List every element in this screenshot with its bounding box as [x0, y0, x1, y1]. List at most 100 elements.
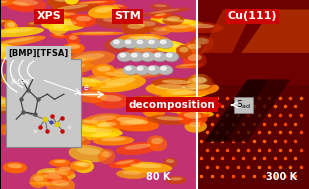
Ellipse shape	[121, 53, 142, 58]
Bar	[197, 0, 309, 85]
Circle shape	[120, 53, 125, 57]
Ellipse shape	[98, 149, 115, 164]
Ellipse shape	[37, 168, 76, 181]
Circle shape	[155, 53, 160, 57]
Ellipse shape	[4, 20, 18, 34]
Ellipse shape	[0, 58, 50, 63]
Ellipse shape	[95, 15, 133, 29]
Ellipse shape	[107, 68, 142, 77]
Ellipse shape	[83, 120, 98, 123]
Circle shape	[161, 67, 166, 70]
Ellipse shape	[0, 36, 46, 47]
Circle shape	[159, 67, 173, 75]
Ellipse shape	[162, 15, 184, 25]
Ellipse shape	[69, 0, 117, 6]
Polygon shape	[241, 9, 309, 53]
Circle shape	[143, 53, 149, 57]
Ellipse shape	[171, 91, 199, 95]
Ellipse shape	[63, 13, 75, 15]
Ellipse shape	[72, 32, 124, 36]
Ellipse shape	[60, 124, 88, 128]
Circle shape	[142, 53, 155, 62]
Ellipse shape	[120, 119, 144, 125]
Circle shape	[141, 53, 154, 61]
Ellipse shape	[85, 132, 118, 140]
Circle shape	[149, 67, 154, 70]
Ellipse shape	[97, 70, 137, 81]
Ellipse shape	[6, 0, 35, 11]
Ellipse shape	[118, 34, 170, 45]
Ellipse shape	[1, 70, 36, 87]
Ellipse shape	[97, 122, 112, 127]
Ellipse shape	[151, 12, 170, 19]
Ellipse shape	[30, 173, 48, 188]
Ellipse shape	[190, 35, 214, 52]
Ellipse shape	[103, 17, 126, 22]
Ellipse shape	[46, 177, 75, 189]
Circle shape	[125, 67, 138, 75]
Ellipse shape	[166, 159, 174, 163]
Ellipse shape	[147, 108, 156, 112]
Ellipse shape	[81, 128, 112, 133]
Ellipse shape	[192, 76, 206, 83]
Ellipse shape	[115, 160, 134, 164]
Ellipse shape	[74, 160, 94, 173]
Ellipse shape	[132, 19, 162, 33]
Text: [BMP][TFSA]: [BMP][TFSA]	[8, 48, 68, 57]
Ellipse shape	[184, 120, 207, 133]
Ellipse shape	[97, 66, 111, 72]
Ellipse shape	[130, 95, 163, 104]
Ellipse shape	[63, 51, 115, 68]
Ellipse shape	[91, 120, 123, 132]
Ellipse shape	[180, 22, 223, 33]
Ellipse shape	[54, 34, 64, 36]
Circle shape	[153, 53, 166, 61]
Ellipse shape	[0, 27, 44, 37]
Ellipse shape	[15, 74, 52, 91]
Ellipse shape	[133, 36, 155, 42]
Circle shape	[137, 40, 142, 44]
Ellipse shape	[0, 43, 17, 59]
Ellipse shape	[99, 95, 122, 101]
Ellipse shape	[161, 89, 209, 99]
Circle shape	[149, 40, 154, 44]
Ellipse shape	[69, 145, 109, 162]
Ellipse shape	[109, 40, 124, 47]
Ellipse shape	[119, 73, 164, 80]
Ellipse shape	[128, 74, 155, 77]
Circle shape	[146, 39, 160, 48]
Ellipse shape	[76, 16, 91, 21]
Ellipse shape	[17, 52, 63, 57]
Ellipse shape	[67, 136, 85, 142]
Ellipse shape	[62, 43, 85, 54]
Ellipse shape	[52, 179, 69, 186]
Circle shape	[135, 39, 148, 48]
Ellipse shape	[0, 98, 6, 105]
Ellipse shape	[0, 28, 33, 33]
Ellipse shape	[136, 97, 156, 100]
Ellipse shape	[150, 17, 203, 26]
Ellipse shape	[77, 119, 103, 127]
Ellipse shape	[5, 124, 30, 130]
Circle shape	[136, 40, 149, 49]
Ellipse shape	[71, 14, 97, 27]
Ellipse shape	[54, 11, 66, 14]
Ellipse shape	[176, 45, 192, 59]
Ellipse shape	[179, 47, 189, 53]
Ellipse shape	[0, 20, 6, 23]
Ellipse shape	[0, 46, 11, 52]
Ellipse shape	[188, 24, 214, 28]
Ellipse shape	[119, 162, 172, 173]
Ellipse shape	[152, 40, 187, 53]
Ellipse shape	[108, 4, 128, 9]
Circle shape	[112, 40, 126, 49]
Text: Cu(111): Cu(111)	[227, 11, 277, 21]
Circle shape	[112, 39, 125, 48]
Ellipse shape	[170, 177, 182, 180]
Polygon shape	[205, 79, 269, 142]
Ellipse shape	[159, 42, 180, 47]
Bar	[197, 0, 309, 189]
Ellipse shape	[68, 0, 76, 1]
Ellipse shape	[101, 137, 126, 141]
Ellipse shape	[15, 113, 30, 119]
